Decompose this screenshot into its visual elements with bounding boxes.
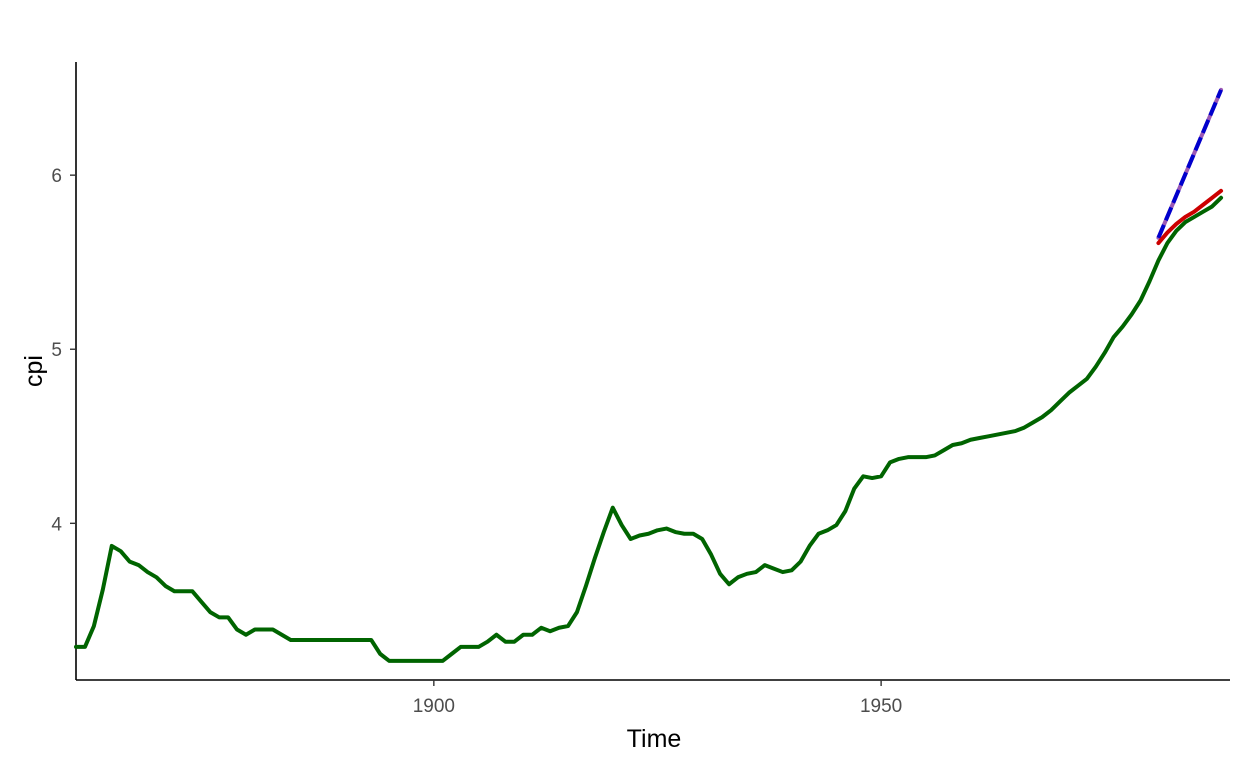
- forecast-series-line: [1156, 89, 1223, 239]
- y-tick-label: 5: [51, 340, 62, 361]
- fitted-series-line: [1156, 188, 1224, 246]
- axes: [75, 62, 1230, 681]
- series: [74, 87, 1224, 663]
- observed-series-line: [74, 195, 1224, 663]
- ticks: 1900 1950 4 5 6: [51, 166, 902, 717]
- x-tick-label: 1950: [860, 696, 902, 717]
- y-tick-label: 6: [51, 166, 62, 187]
- x-tick-label: 1900: [413, 696, 455, 717]
- y-axis-title: cpi: [20, 355, 48, 387]
- y-tick-label: 4: [51, 514, 62, 535]
- x-axis-title: Time: [627, 725, 682, 753]
